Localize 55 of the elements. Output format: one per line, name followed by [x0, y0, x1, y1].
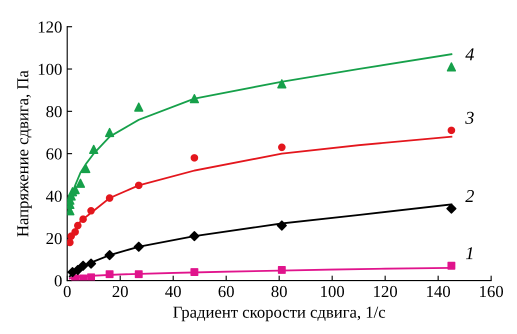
y-axis-title: Напряжение сдвига, Па	[17, 70, 32, 237]
y-tick-label: 80	[46, 106, 62, 118]
series-label: 4	[465, 48, 474, 60]
point	[87, 206, 95, 215]
point	[76, 178, 86, 188]
x-tick-label: 120	[374, 286, 398, 298]
point	[79, 215, 87, 224]
y-tick-label: 120	[38, 21, 62, 33]
point	[446, 62, 456, 72]
point	[447, 262, 456, 270]
x-tick-label: 140	[427, 286, 450, 298]
point	[278, 143, 286, 152]
point	[276, 220, 287, 231]
y-tick-label: 0	[54, 275, 62, 287]
point	[277, 79, 286, 88]
point	[87, 273, 96, 281]
series-label: 2	[465, 190, 474, 202]
point	[72, 264, 83, 276]
point	[189, 231, 200, 242]
point	[134, 102, 144, 112]
point	[104, 250, 115, 260]
point	[86, 258, 96, 269]
y-tick-label: 100	[38, 64, 62, 75]
point	[106, 194, 114, 202]
point	[79, 274, 88, 281]
point	[89, 144, 98, 154]
point	[71, 228, 79, 236]
point	[78, 260, 88, 271]
x-tick-label: 100	[321, 286, 344, 298]
point	[134, 182, 143, 190]
point	[134, 242, 144, 252]
point	[67, 238, 74, 246]
x-tick-label: 40	[165, 286, 181, 298]
x-tick-label: 80	[271, 286, 287, 298]
y-tick-label: 40	[46, 190, 62, 202]
x-tick-label: 0	[64, 286, 71, 298]
point	[106, 270, 114, 278]
point	[190, 94, 200, 104]
x-tick-label: 160	[480, 286, 504, 298]
point	[278, 266, 286, 274]
point	[448, 126, 456, 134]
point	[190, 154, 198, 162]
series-label: 3	[465, 112, 474, 124]
y-tick-label: 60	[46, 148, 62, 160]
point	[104, 128, 114, 138]
y-tick-label: 20	[46, 232, 62, 244]
point	[134, 270, 143, 278]
point	[81, 164, 90, 174]
x-tick-label: 20	[112, 286, 128, 298]
point	[190, 268, 198, 276]
x-tick-label: 60	[218, 286, 234, 298]
series-label: 1	[466, 247, 472, 260]
point	[446, 204, 456, 214]
point	[74, 222, 82, 230]
x-axis-title: Градиент скорости сдвига, 1/с	[173, 306, 386, 322]
